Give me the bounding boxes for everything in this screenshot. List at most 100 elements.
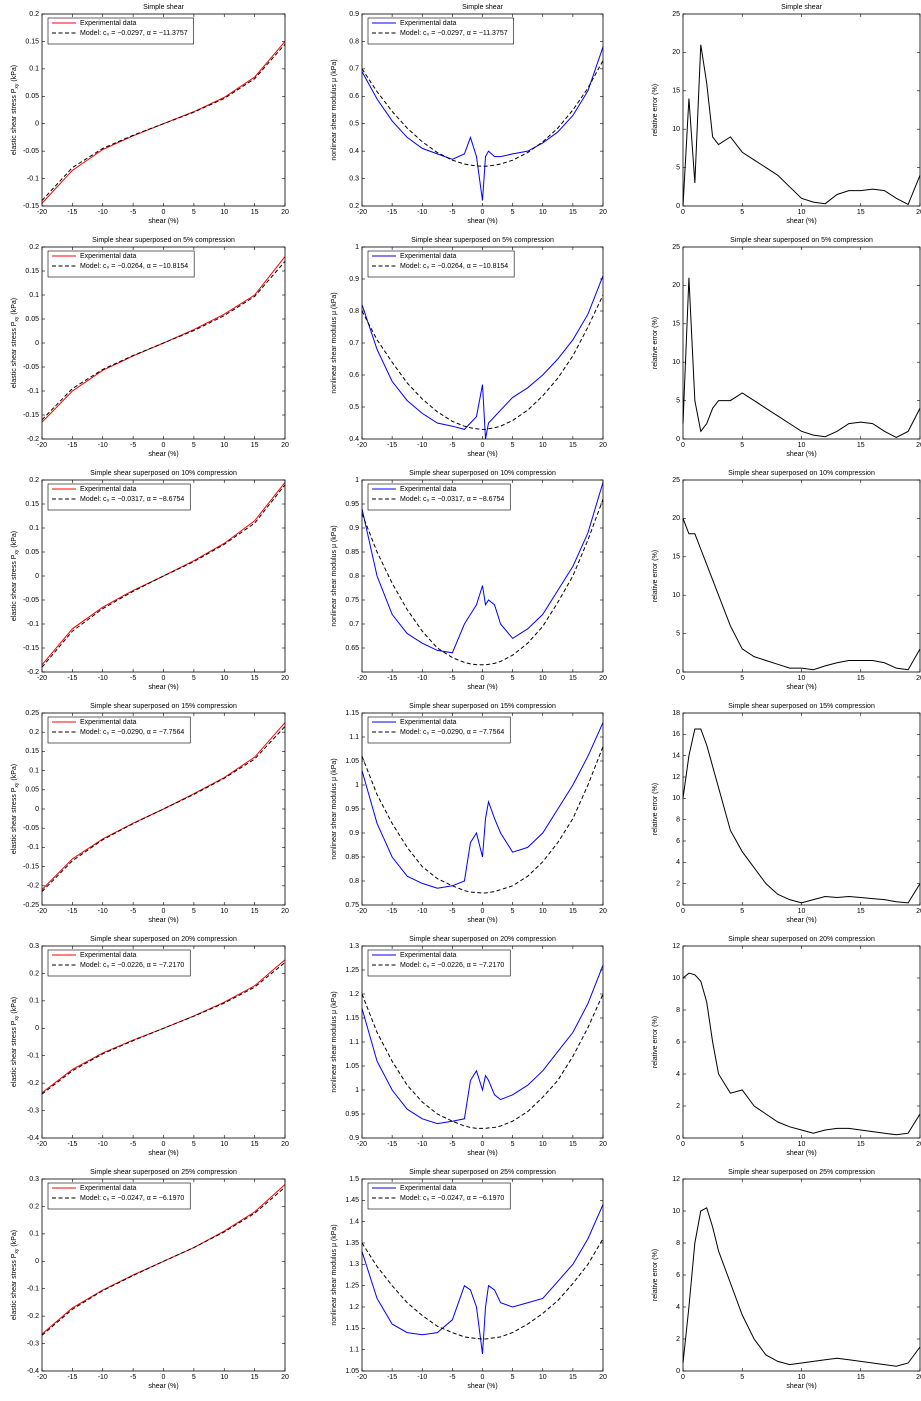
plot-area — [362, 14, 603, 206]
x-axis-label: shear (%) — [786, 218, 816, 225]
y-tick-label: 16 — [672, 731, 680, 738]
x-tick-label: -20 — [37, 209, 47, 216]
y-tick-label: 0 — [35, 340, 39, 347]
y-tick-label: -0.05 — [23, 364, 39, 371]
y-tick-label: 1 — [355, 782, 359, 789]
series-line — [682, 277, 921, 439]
x-tick-label: 10 — [539, 675, 547, 682]
x-tick-label: 5 — [511, 1141, 515, 1148]
x-tick-label: 5 — [740, 1374, 744, 1381]
x-tick-label: 5 — [511, 675, 515, 682]
plot-area — [683, 713, 920, 905]
y-tick-label: 0.9 — [349, 1135, 359, 1142]
y-tick-label: -0.2 — [27, 883, 39, 890]
series-line — [361, 1238, 604, 1340]
x-tick-label: 20 — [916, 1141, 921, 1148]
series-line — [41, 43, 286, 201]
y-tick-label: 0 — [35, 121, 39, 128]
legend: Experimental data Model: c₀ = −0.0317, α … — [367, 483, 511, 511]
x-tick-label: 20 — [599, 675, 607, 682]
x-tick-label: 10 — [539, 1141, 547, 1148]
y-axis-label: relative error (%) — [652, 550, 659, 602]
x-tick-label: 10 — [539, 209, 547, 216]
x-tick-label: 15 — [857, 675, 865, 682]
y-tick-label: -0.15 — [23, 645, 39, 652]
y-tick-label: 10 — [672, 592, 680, 599]
axes-frame — [361, 945, 604, 1139]
y-axis-label-part: (kPa) — [11, 997, 18, 1016]
x-tick-label: -20 — [37, 442, 47, 449]
series-line — [361, 722, 604, 889]
x-tick-label: -5 — [449, 1374, 455, 1381]
y-tick-label: 1.05 — [345, 1368, 359, 1375]
chart-title: Simple shear — [143, 4, 185, 11]
x-axis-label: shear (%) — [148, 917, 178, 924]
chart-title: Simple shear superposed on 10% compressi… — [409, 470, 556, 477]
legend: Experimental data Model: c₀ = −0.0297, α … — [47, 17, 194, 45]
y-tick-label: 0.05 — [25, 316, 39, 323]
y-tick-label: 0.05 — [25, 549, 39, 556]
legend-label: Experimental data — [400, 253, 457, 260]
y-tick-label: 0.4 — [349, 436, 359, 443]
y-axis-label: elastic shear stress Pxy (kPa) — [11, 764, 20, 854]
x-tick-label: 10 — [798, 1141, 806, 1148]
y-axis-label: elastic shear stress Pxy (kPa) — [11, 531, 20, 621]
y-tick-label: -0.3 — [27, 1340, 39, 1347]
x-tick-label: 0 — [481, 442, 485, 449]
y-tick-label: 0.85 — [345, 854, 359, 861]
x-tick-label: 5 — [740, 675, 744, 682]
y-tick-label: 0.7 — [349, 621, 359, 628]
y-tick-label: 0.4 — [349, 148, 359, 155]
series-line — [361, 294, 604, 430]
x-tick-label: 20 — [599, 209, 607, 216]
plot-area — [362, 247, 603, 439]
x-tick-label: 10 — [220, 209, 228, 216]
x-tick-label: 10 — [220, 675, 228, 682]
plot-area — [683, 1179, 920, 1371]
x-tick-label: 10 — [220, 1141, 228, 1148]
legend: Experimental data Model: c₀ = −0.0297, α … — [367, 17, 514, 45]
legend-box — [367, 250, 515, 278]
y-axis-label-part: (kPa) — [11, 1230, 18, 1249]
y-tick-label: 20 — [672, 282, 680, 289]
y-tick-label: 12 — [672, 1176, 680, 1183]
x-tick-label: 0 — [681, 209, 685, 216]
y-tick-label: 0.95 — [345, 501, 359, 508]
x-axis-label: shear (%) — [786, 1383, 816, 1390]
x-tick-label: 10 — [798, 675, 806, 682]
y-axis-label-part: (kPa) — [11, 764, 18, 783]
x-tick-label: 0 — [681, 675, 685, 682]
y-tick-label: -0.05 — [23, 825, 39, 832]
x-tick-label: 20 — [281, 675, 289, 682]
x-tick-label: -10 — [98, 1374, 108, 1381]
y-axis-label: nonlinear shear modulus μ (kPa) — [331, 59, 338, 160]
x-tick-label: 5 — [511, 1374, 515, 1381]
legend: Experimental data Model: c₀ = −0.0247, α … — [47, 1182, 191, 1210]
axes-frame — [682, 712, 921, 906]
x-tick-label: -15 — [67, 675, 77, 682]
y-tick-label: 0 — [676, 203, 680, 210]
y-tick-label: -0.15 — [23, 412, 39, 419]
x-tick-label: -20 — [37, 675, 47, 682]
x-tick-label: -10 — [417, 1141, 427, 1148]
x-tick-label: 20 — [916, 908, 921, 915]
x-tick-label: -10 — [417, 675, 427, 682]
x-tick-label: -15 — [67, 442, 77, 449]
series-line — [361, 275, 604, 440]
legend: Experimental data Model: c₀ = −0.0264, α … — [47, 250, 195, 278]
x-tick-label: -15 — [387, 442, 397, 449]
legend-box — [367, 716, 511, 744]
y-tick-label: 0.75 — [345, 597, 359, 604]
series-line — [682, 44, 921, 207]
y-tick-label: 0.1 — [29, 767, 39, 774]
y-tick-label: -0.15 — [23, 203, 39, 210]
x-tick-label: -5 — [130, 1141, 136, 1148]
y-tick-label: 12 — [672, 943, 680, 950]
x-tick-label: 20 — [916, 442, 921, 449]
y-tick-label: 1 — [355, 1087, 359, 1094]
legend-box — [47, 17, 194, 45]
y-tick-label: -0.1 — [27, 844, 39, 851]
x-tick-label: 0 — [481, 1141, 485, 1148]
y-tick-label: 1.1 — [349, 1347, 359, 1354]
